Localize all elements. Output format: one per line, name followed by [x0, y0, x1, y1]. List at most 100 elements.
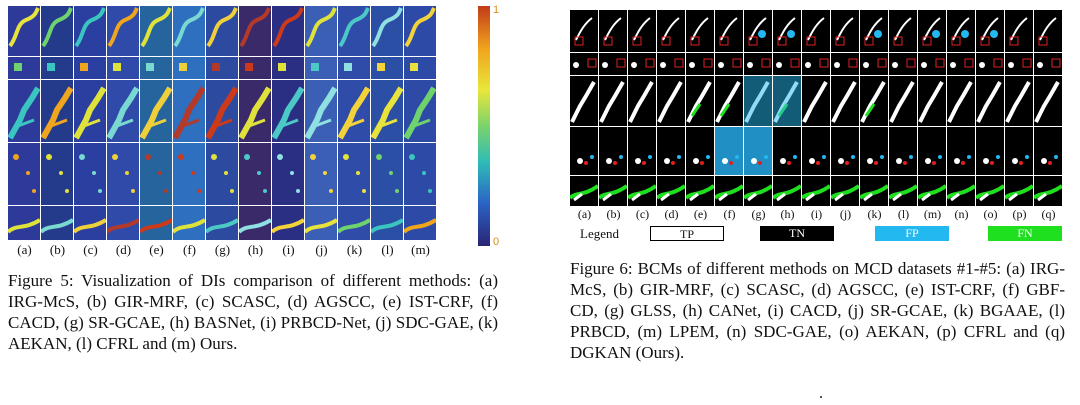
bcm-thumbnail	[715, 127, 743, 175]
legend-tn-label: TN	[789, 226, 805, 240]
bcm-thumbnail	[599, 76, 627, 126]
bcm-thumbnail	[657, 76, 685, 126]
di-thumbnail	[173, 6, 205, 56]
figure-5-panel-label: (j)	[315, 242, 328, 257]
bcm-thumbnail	[1034, 127, 1062, 175]
bcm-thumbnail	[1005, 76, 1033, 126]
bcm-thumbnail	[628, 10, 656, 52]
bcm-thumbnail	[947, 127, 975, 175]
di-thumbnail	[404, 80, 436, 142]
di-thumbnail	[206, 57, 238, 79]
di-thumbnail	[140, 206, 172, 240]
bcm-thumbnail	[918, 53, 946, 75]
di-thumbnail	[338, 6, 370, 56]
figure-5-panel-label: (h)	[247, 242, 264, 257]
bcm-thumbnail	[802, 176, 830, 206]
di-thumbnail	[8, 6, 40, 56]
di-thumbnail	[173, 80, 205, 142]
di-thumbnail	[140, 6, 172, 56]
bcm-thumbnail	[831, 76, 859, 126]
di-thumbnail	[41, 80, 73, 142]
figure-6-panel-label: (a)	[577, 207, 592, 221]
bcm-thumbnail	[976, 127, 1004, 175]
bcm-thumbnail	[657, 53, 685, 75]
di-thumbnail	[305, 143, 337, 205]
figure-6-panel-label: (e)	[693, 207, 708, 221]
bcm-thumbnail	[889, 10, 917, 52]
figure-5-panel-label: (b)	[49, 242, 66, 257]
bcm-thumbnail	[802, 10, 830, 52]
stray-mark	[820, 396, 822, 398]
bcm-thumbnail	[1034, 176, 1062, 206]
figure-6-panel-label: (p)	[1012, 207, 1027, 221]
bcm-thumbnail	[570, 127, 598, 175]
di-thumbnail	[41, 206, 73, 240]
bcm-thumbnail	[657, 10, 685, 52]
di-thumbnail	[8, 206, 40, 240]
bcm-thumbnail	[744, 127, 772, 175]
bcm-thumbnail	[686, 127, 714, 175]
bcm-thumbnail	[570, 53, 598, 75]
di-thumbnail	[8, 57, 40, 79]
legend-tp-label: TP	[679, 227, 694, 241]
di-thumbnail	[8, 80, 40, 142]
figure-6-panel-label: (d)	[664, 207, 679, 221]
colorbar	[478, 6, 490, 246]
bcm-thumbnail	[860, 76, 888, 126]
di-thumbnail	[140, 143, 172, 205]
legend-tp: TP	[650, 226, 724, 241]
di-thumbnail	[107, 80, 139, 142]
bcm-thumbnail	[802, 53, 830, 75]
figure-6-caption: Figure 6: BCMs of different methods on M…	[570, 259, 1065, 362]
di-thumbnail	[41, 57, 73, 79]
figure-6-panel-label: (o)	[983, 207, 998, 221]
di-thumbnail	[371, 57, 403, 79]
di-thumbnail	[206, 143, 238, 205]
legend-fp: FP	[875, 226, 949, 241]
figure-5-panel-label: (m)	[411, 242, 430, 257]
figure-5-panel-label: (c)	[83, 242, 98, 257]
legend-tn: TN	[760, 226, 834, 241]
di-thumbnail	[272, 80, 304, 142]
bcm-thumbnail	[744, 10, 772, 52]
bcm-thumbnail	[657, 127, 685, 175]
bcm-thumbnail	[1005, 53, 1033, 75]
figure-5-panel-label: (l)	[381, 242, 394, 257]
bcm-thumbnail	[802, 76, 830, 126]
bcm-thumbnail	[976, 76, 1004, 126]
bcm-thumbnail	[773, 53, 801, 75]
bcm-thumbnail	[860, 127, 888, 175]
di-thumbnail	[371, 6, 403, 56]
figure-5-panel-label: (d)	[115, 242, 132, 257]
di-thumbnail	[239, 80, 271, 142]
figure-6-panel-label: (k)	[867, 207, 882, 221]
bcm-thumbnail	[773, 10, 801, 52]
figure-6-panel-label: (f)	[723, 207, 736, 221]
di-thumbnail	[272, 206, 304, 240]
bcm-thumbnail	[599, 10, 627, 52]
figure-6-panel-label: (m)	[923, 207, 942, 221]
bcm-thumbnail	[860, 53, 888, 75]
bcm-thumbnail	[918, 10, 946, 52]
bcm-thumbnail	[831, 127, 859, 175]
figure-6-panel-label: (q)	[1041, 207, 1056, 221]
di-thumbnail	[305, 80, 337, 142]
di-thumbnail	[8, 143, 40, 205]
bcm-thumbnail	[947, 176, 975, 206]
bcm-thumbnail	[744, 76, 772, 126]
di-thumbnail	[173, 57, 205, 79]
di-thumbnail	[206, 6, 238, 56]
bcm-thumbnail	[889, 176, 917, 206]
di-thumbnail	[371, 80, 403, 142]
di-thumbnail	[404, 57, 436, 79]
bcm-thumbnail	[628, 176, 656, 206]
di-thumbnail	[272, 6, 304, 56]
bcm-thumbnail	[831, 10, 859, 52]
figure-5: 1 0 (a) (b) (c) (d) (e) (f) (g) (h) (i) (j) (k) (l)…	[8, 4, 499, 354]
figure-5-image-grid	[8, 6, 498, 240]
bcm-thumbnail	[599, 176, 627, 206]
bcm-thumbnail	[628, 127, 656, 175]
di-thumbnail	[107, 6, 139, 56]
di-thumbnail	[305, 57, 337, 79]
bcm-thumbnail	[831, 176, 859, 206]
